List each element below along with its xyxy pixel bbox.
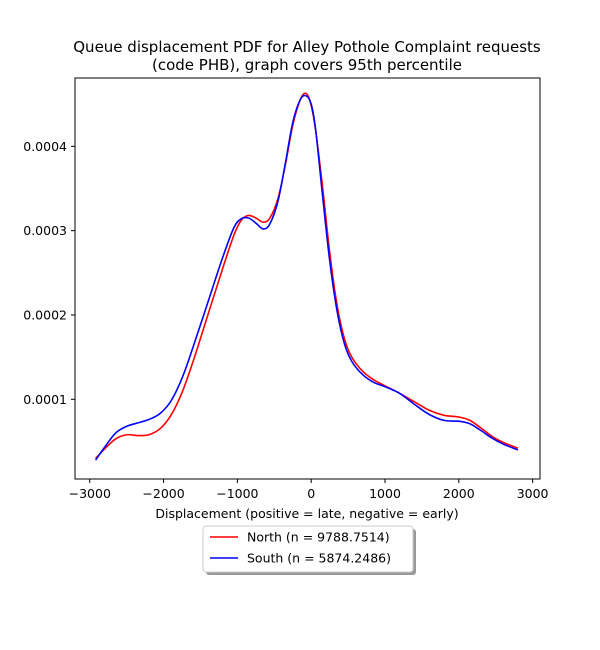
chart-title-line-1: Queue displacement PDF for Alley Pothole… [73, 38, 541, 56]
x-tick-label: 3000 [517, 486, 549, 501]
x-tick-label: 1000 [369, 486, 401, 501]
plot-area-frame [74, 77, 541, 480]
chart-title-line-2: (code PHB), graph covers 95th percentile [152, 56, 462, 74]
legend-label-north: North (n = 9788.7514) [247, 530, 390, 545]
legend-entries: North (n = 9788.7514) South (n = 5874.248… [210, 530, 391, 566]
x-tick-label: −2000 [142, 486, 184, 501]
y-tick-label: 0.0001 [23, 392, 67, 407]
legend-label-south: South (n = 5874.2486) [247, 551, 391, 566]
legend: North (n = 9788.7514) South (n = 5874.248… [202, 525, 416, 575]
series-line-north [95, 92, 519, 459]
y-tick-label: 0.0002 [23, 307, 67, 322]
x-tick-label: −3000 [69, 486, 111, 501]
series-line-south [95, 94, 519, 461]
legend-box [202, 525, 414, 573]
plot-lines [95, 92, 519, 461]
y-tick-label: 0.0003 [23, 223, 67, 238]
y-tick-label: 0.0004 [23, 139, 67, 154]
x-tick-label: 2000 [443, 486, 475, 501]
x-tick-label: 0 [307, 486, 315, 501]
x-axis-label: Displacement (positive = late, negative … [155, 506, 458, 521]
y-axis: 0.0001 0.0002 0.0003 0.0004 [23, 139, 75, 407]
x-tick-label: −1000 [216, 486, 258, 501]
x-axis: −3000 −2000 −1000 0 1000 2000 3000 [69, 479, 549, 501]
